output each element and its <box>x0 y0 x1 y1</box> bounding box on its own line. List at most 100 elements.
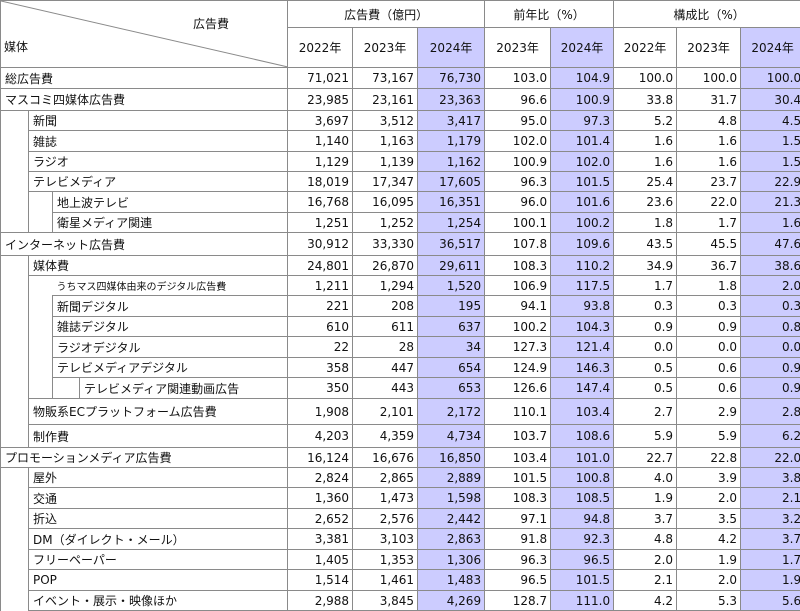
value-cell: 1,252 <box>353 213 418 233</box>
indent-spacer <box>1 152 29 172</box>
value-cell: 100.9 <box>551 89 614 111</box>
value-cell: 23.7 <box>677 172 741 192</box>
value-cell: 1.7 <box>741 550 800 570</box>
value-cell: 2.1 <box>741 488 800 509</box>
value-cell: 1,211 <box>288 276 353 296</box>
value-cell: 2.0 <box>614 550 677 570</box>
value-cell: 101.5 <box>485 468 551 488</box>
value-cell: 0.3 <box>741 296 800 317</box>
value-cell: 2.7 <box>614 399 677 425</box>
value-cell: 100.1 <box>485 213 551 233</box>
value-cell: 1,483 <box>418 570 485 591</box>
value-cell: 3.5 <box>677 509 741 529</box>
indent-spacer <box>1 378 29 399</box>
value-cell: 17,347 <box>353 172 418 192</box>
indent-spacer <box>1 468 29 488</box>
row-label: 制作費 <box>29 425 288 448</box>
value-cell: 4,203 <box>288 425 353 448</box>
value-cell: 97.1 <box>485 509 551 529</box>
value-cell: 100.0 <box>677 68 741 89</box>
value-cell: 24,801 <box>288 256 353 276</box>
value-cell: 653 <box>418 378 485 399</box>
value-cell: 2,101 <box>353 399 418 425</box>
value-cell: 100.2 <box>485 317 551 337</box>
value-cell: 103.4 <box>485 448 551 468</box>
value-cell: 45.5 <box>677 233 741 256</box>
value-cell: 1,520 <box>418 276 485 296</box>
value-cell: 3.9 <box>677 468 741 488</box>
value-cell: 71,021 <box>288 68 353 89</box>
value-cell: 146.3 <box>551 358 614 378</box>
value-cell: 1,129 <box>288 152 353 172</box>
indent-spacer <box>1 488 29 509</box>
value-cell: 3.8 <box>741 468 800 488</box>
value-cell: 4,359 <box>353 425 418 448</box>
value-cell: 1,908 <box>288 399 353 425</box>
value-cell: 1.8 <box>677 276 741 296</box>
value-cell: 2,889 <box>418 468 485 488</box>
value-cell: 1,254 <box>418 213 485 233</box>
row-label: 雑誌デジタル <box>53 317 288 337</box>
value-cell: 1.7 <box>677 213 741 233</box>
value-cell: 1,405 <box>288 550 353 570</box>
value-cell: 111.0 <box>551 591 614 611</box>
group-header-share: 構成比（%） <box>614 1 800 28</box>
value-cell: 92.3 <box>551 529 614 550</box>
value-cell: 30,912 <box>288 233 353 256</box>
value-cell: 34.9 <box>614 256 677 276</box>
indent-spacer <box>29 276 53 296</box>
row-label: 衛星メディア関連 <box>53 213 288 233</box>
indent-spacer <box>1 213 29 233</box>
value-cell: 147.4 <box>551 378 614 399</box>
value-cell: 107.8 <box>485 233 551 256</box>
value-cell: 103.4 <box>551 399 614 425</box>
indent-spacer <box>1 131 29 152</box>
indent-spacer <box>29 317 53 337</box>
value-cell: 2.1 <box>614 570 677 591</box>
indent-spacer <box>1 425 29 448</box>
corner-diagonal-line <box>1 1 288 67</box>
value-cell: 16,850 <box>418 448 485 468</box>
value-cell: 73,167 <box>353 68 418 89</box>
row-label: 新聞 <box>29 111 288 131</box>
indent-spacer <box>1 317 29 337</box>
value-cell: 1,140 <box>288 131 353 152</box>
row-label: テレビメディア <box>29 172 288 192</box>
value-cell: 36.7 <box>677 256 741 276</box>
value-cell: 3,845 <box>353 591 418 611</box>
value-cell: 0.6 <box>677 358 741 378</box>
value-cell: 195 <box>418 296 485 317</box>
value-cell: 1.5 <box>741 131 800 152</box>
value-cell: 33.8 <box>614 89 677 111</box>
value-cell: 4.8 <box>614 529 677 550</box>
corner-label-media: 媒体 <box>4 38 28 55</box>
value-cell: 127.3 <box>485 337 551 358</box>
value-cell: 2,865 <box>353 468 418 488</box>
row-label: テレビメディア関連動画広告 <box>80 378 288 399</box>
row-label: 総広告費 <box>1 68 288 89</box>
value-cell: 3.7 <box>614 509 677 529</box>
value-cell: 29,611 <box>418 256 485 276</box>
value-cell: 16,351 <box>418 192 485 213</box>
value-cell: 101.0 <box>551 448 614 468</box>
row-label: 新聞デジタル <box>53 296 288 317</box>
value-cell: 5.9 <box>614 425 677 448</box>
value-cell: 3.2 <box>741 509 800 529</box>
row-label: POP <box>29 570 288 591</box>
value-cell: 610 <box>288 317 353 337</box>
value-cell: 1,179 <box>418 131 485 152</box>
value-cell: 0.3 <box>677 296 741 317</box>
value-cell: 0.3 <box>614 296 677 317</box>
value-cell: 22.0 <box>677 192 741 213</box>
value-cell: 2.9 <box>677 399 741 425</box>
value-cell: 0.6 <box>677 378 741 399</box>
value-cell: 96.6 <box>485 89 551 111</box>
value-cell: 443 <box>353 378 418 399</box>
year-header: 2022年 <box>614 28 677 68</box>
value-cell: 22 <box>288 337 353 358</box>
